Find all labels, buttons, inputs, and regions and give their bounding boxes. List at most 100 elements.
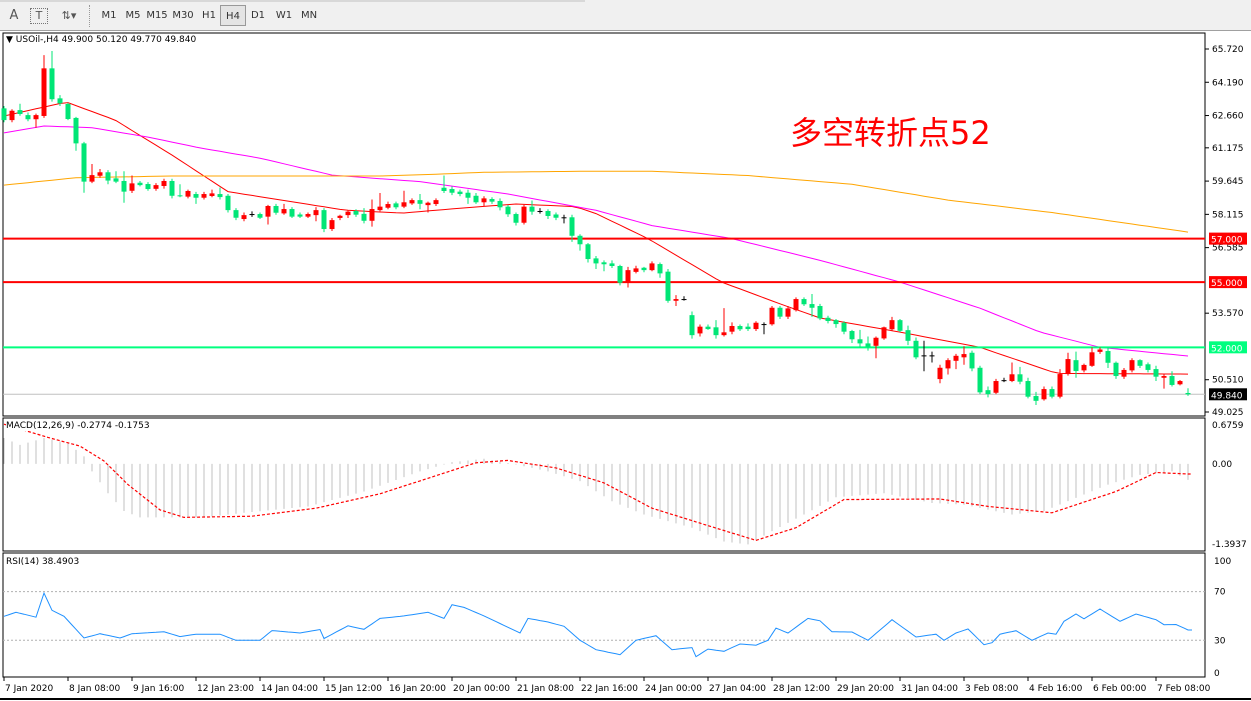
ma-mid-line	[3, 125, 1189, 357]
time-label: 9 Jan 16:00	[133, 684, 185, 694]
candle-doji	[537, 210, 543, 212]
candle-bullish	[953, 355, 959, 361]
main-pane-frame	[2, 32, 1206, 417]
candle-bearish	[665, 271, 671, 301]
candle-bullish	[625, 270, 631, 283]
candle-bullish	[1177, 381, 1183, 385]
candle-bearish	[225, 195, 231, 211]
macd-tick-label: 0.6759	[1212, 421, 1244, 431]
candle-bearish	[737, 326, 743, 330]
candle-bullish	[881, 327, 887, 339]
candle-bullish	[33, 115, 39, 120]
candle-bullish	[185, 190, 191, 197]
time-label: 12 Jan 23:00	[197, 684, 254, 694]
toolbar: A T ⇅▾ M1 M5 M15 M30 H1 H4 D1 W1 MN	[0, 0, 1251, 31]
candle-bearish	[417, 200, 423, 204]
candle-bearish	[121, 180, 127, 192]
candle-bearish	[841, 322, 847, 332]
candle-bullish	[97, 172, 103, 176]
candle-bullish	[1057, 374, 1063, 397]
candle-bullish	[873, 337, 879, 346]
candle-bullish	[153, 185, 159, 189]
text-label-tool-button[interactable]: T	[30, 8, 48, 24]
candle-bearish	[457, 191, 463, 195]
ma-fast-line	[3, 102, 1189, 375]
candle-bearish	[641, 267, 647, 271]
text-tool-button[interactable]: A	[9, 8, 19, 23]
candle-bullish	[481, 198, 487, 203]
candle-bullish	[241, 215, 247, 220]
candle-bearish	[193, 194, 199, 198]
candle-bearish	[1137, 360, 1143, 366]
candle-bearish	[273, 205, 279, 213]
current-price-box	[1209, 388, 1247, 401]
price-tick-label: 49.025	[1212, 408, 1244, 418]
candle-bullish	[961, 354, 967, 358]
candle-bearish	[169, 180, 175, 196]
candle-bullish	[1081, 364, 1087, 371]
time-label: 7 Jan 2020	[5, 684, 53, 694]
timeframe-m15-button[interactable]: M15	[146, 10, 168, 21]
time-label: 22 Jan 16:00	[581, 684, 638, 694]
candle-bullish	[345, 211, 351, 216]
candle-bullish	[41, 68, 47, 116]
candle-bullish	[89, 175, 95, 182]
candle-bullish	[1089, 352, 1095, 366]
candle-doji	[929, 355, 935, 357]
rsi-pane-frame	[2, 552, 1206, 678]
candle-bearish	[297, 214, 303, 217]
time-label: 29 Jan 20:00	[837, 684, 894, 694]
rsi-tick-label: 30	[1214, 636, 1226, 646]
macd-label: MACD(12,26,9) -0.2774 -0.1753	[6, 421, 150, 431]
price-tick-label: 58.115	[1212, 210, 1244, 220]
candle-doji	[921, 355, 927, 357]
macd-signal-line	[3, 423, 1192, 542]
price-tick-label: 59.645	[1212, 177, 1244, 187]
arrows-tool-button[interactable]: ⇅▾	[61, 9, 77, 22]
candle-doji	[681, 299, 687, 301]
timeframe-m1-button[interactable]: M1	[101, 10, 117, 21]
timeframe-w1-button[interactable]: W1	[275, 10, 293, 21]
candle-bearish	[601, 262, 607, 265]
price-tick-label: 62.660	[1212, 112, 1244, 122]
level-label: 55.000	[1211, 279, 1243, 289]
candle-bearish	[825, 317, 831, 322]
candle-bearish	[177, 195, 183, 197]
macd-pane-frame	[2, 417, 1206, 552]
candle-bearish	[857, 339, 863, 344]
time-label: 7 Feb 08:00	[1157, 684, 1211, 694]
candle-bearish	[705, 326, 711, 330]
candle-bullish	[401, 202, 407, 207]
timeframe-d1-button[interactable]: D1	[250, 10, 266, 21]
chart-area[interactable]: 65.720 64.190 62.660 61.175 59.645 58.115 56.5…	[0, 31, 1251, 701]
timeframe-m5-button[interactable]: M5	[125, 10, 141, 21]
time-label: 16 Jan 20:00	[389, 684, 446, 694]
timeframe-mn-button[interactable]: MN	[300, 10, 318, 21]
candle-bullish	[281, 209, 287, 214]
candle-bearish	[977, 367, 983, 393]
candle-bullish	[649, 263, 655, 271]
candle-bearish	[833, 320, 839, 325]
candle-bearish	[801, 299, 807, 305]
timeframe-h4-button[interactable]: H4	[220, 5, 246, 26]
candle-bullish	[129, 183, 135, 191]
level-label-box	[1209, 232, 1247, 245]
candle-bearish	[545, 210, 551, 216]
candle-bearish	[809, 304, 815, 308]
candle-bullish	[697, 326, 703, 334]
candle-bullish	[1121, 369, 1127, 377]
timeframe-m30-button[interactable]: M30	[172, 10, 194, 21]
candle-bearish	[145, 184, 151, 190]
candle-bullish	[937, 367, 943, 380]
candle-bullish	[313, 210, 319, 216]
timeframe-h1-button[interactable]: H1	[202, 10, 216, 21]
candle-bullish	[377, 206, 383, 211]
candle-bearish	[617, 266, 623, 283]
price-tick-label: 50.510	[1212, 376, 1244, 386]
candle-bearish	[113, 178, 119, 182]
annotation-text[interactable]: 多空转折点52	[790, 114, 991, 152]
rsi-tick-label: 100	[1214, 557, 1231, 567]
candle-bullish	[1041, 389, 1047, 400]
candle-bearish	[609, 263, 615, 267]
candle-bullish	[1129, 360, 1135, 371]
